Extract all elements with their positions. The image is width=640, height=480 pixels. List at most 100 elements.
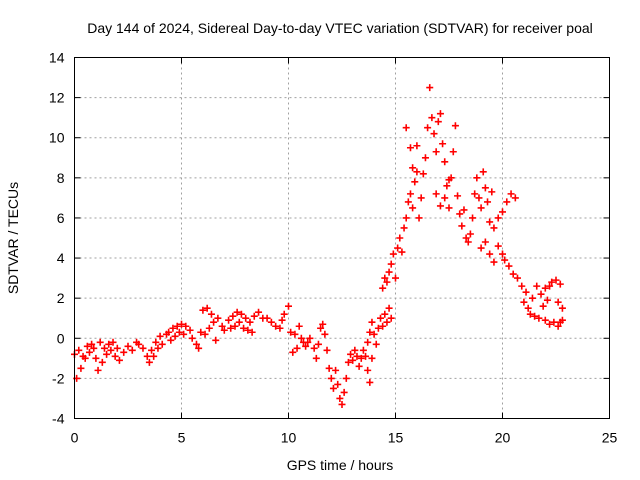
data-point <box>415 214 423 222</box>
data-point <box>548 278 556 286</box>
data-point <box>402 124 410 132</box>
data-point <box>364 366 372 374</box>
data-point <box>486 250 494 258</box>
data-point <box>220 326 228 334</box>
data-point <box>355 362 363 370</box>
data-point <box>394 244 402 252</box>
data-point <box>250 312 258 320</box>
data-point <box>417 194 425 202</box>
data-point <box>169 324 177 332</box>
data-point <box>531 312 539 320</box>
data-point <box>402 214 410 222</box>
data-point <box>411 178 419 186</box>
data-point <box>434 118 442 126</box>
data-point <box>396 234 404 242</box>
data-point <box>501 256 509 264</box>
data-point <box>100 344 108 352</box>
data-point <box>75 346 83 354</box>
data-point <box>135 340 143 348</box>
data-point <box>436 202 444 210</box>
data-point <box>278 316 286 324</box>
data-point <box>77 364 85 372</box>
data-point <box>535 314 543 322</box>
data-point <box>359 346 367 354</box>
data-point <box>329 384 337 392</box>
data-point <box>462 234 470 242</box>
plot-frame <box>74 57 610 419</box>
data-point <box>481 184 489 192</box>
data-point <box>237 310 245 318</box>
chart-title: Day 144 of 2024, Sidereal Day-to-day VTE… <box>87 20 593 36</box>
data-point <box>428 114 436 122</box>
data-point <box>454 192 462 200</box>
data-point <box>413 142 421 150</box>
data-point <box>368 354 376 362</box>
data-point <box>379 322 387 330</box>
data-point <box>406 190 414 198</box>
data-point <box>297 334 305 342</box>
y-tick-label: 14 <box>49 50 65 66</box>
data-point <box>430 130 438 138</box>
data-point <box>325 364 333 372</box>
x-tick-label: 20 <box>495 430 511 446</box>
data-point <box>490 224 498 232</box>
data-point <box>484 198 492 206</box>
data-point <box>554 298 562 306</box>
data-point <box>231 322 239 330</box>
data-point <box>312 354 320 362</box>
data-point <box>293 344 301 352</box>
data-point <box>436 110 444 118</box>
data-point <box>385 304 393 312</box>
data-point <box>310 344 318 352</box>
data-point <box>443 182 451 190</box>
data-point <box>98 358 106 366</box>
data-point <box>469 214 477 222</box>
data-point <box>214 314 222 322</box>
data-point <box>233 308 241 316</box>
data-point <box>466 230 474 238</box>
data-point <box>441 194 449 202</box>
data-point <box>165 328 173 336</box>
data-point <box>499 250 506 258</box>
data-point <box>248 328 256 336</box>
data-point <box>432 148 440 156</box>
x-tick-label: 10 <box>281 430 297 446</box>
y-tick-label: 6 <box>57 210 65 226</box>
data-point <box>192 340 200 348</box>
data-point <box>156 332 164 340</box>
data-point <box>471 190 479 198</box>
data-point <box>229 312 237 320</box>
data-point <box>447 174 455 182</box>
data-point <box>543 296 551 304</box>
data-point <box>511 194 519 202</box>
data-point <box>541 316 549 324</box>
data-point <box>513 274 521 282</box>
data-point <box>520 298 528 306</box>
data-point <box>381 310 389 318</box>
data-point <box>291 330 299 338</box>
grid-lines <box>74 57 610 419</box>
data-point <box>419 170 427 178</box>
data-point <box>92 354 100 362</box>
data-point <box>424 124 432 132</box>
data-point <box>145 358 153 366</box>
data-point <box>227 324 235 332</box>
data-point <box>263 314 271 322</box>
data-point <box>188 334 196 342</box>
data-point <box>445 204 453 212</box>
data-point <box>338 400 346 408</box>
data-point <box>488 188 496 196</box>
data-point <box>387 314 395 322</box>
data-point <box>246 318 254 326</box>
y-axis-label: SDTVAR / TECUs <box>5 182 21 294</box>
data-point <box>90 344 98 352</box>
data-point <box>404 198 412 206</box>
data-point <box>490 258 498 266</box>
data-point <box>486 218 494 226</box>
data-point <box>321 330 329 338</box>
data-point <box>173 322 181 330</box>
data-point <box>225 316 233 324</box>
data-point <box>242 314 250 322</box>
data-point <box>370 330 378 338</box>
